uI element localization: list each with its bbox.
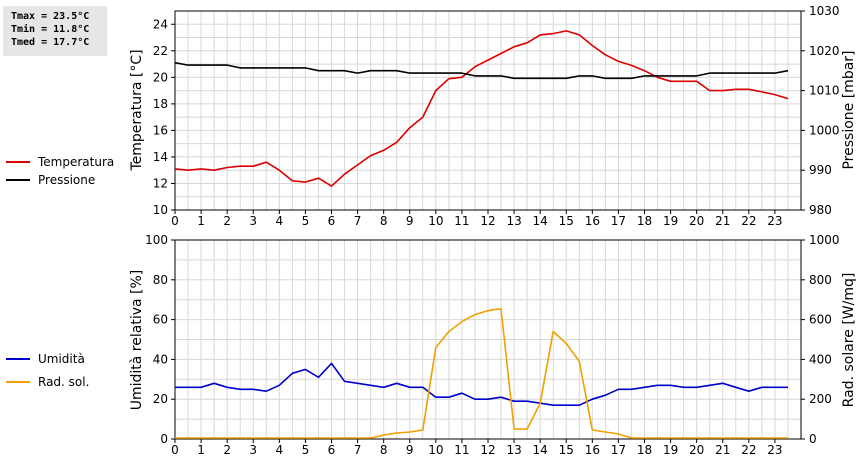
bottom-x-tick-label: 1 (197, 443, 205, 457)
bottom-x-tick-label: 23 (767, 443, 782, 457)
bottom-x-tick-label: 16 (585, 443, 600, 457)
top-x-tick-label: 18 (637, 214, 652, 228)
top-x-tick-label: 4 (276, 214, 284, 228)
bottom-y2-tick-label: 800 (809, 273, 832, 287)
bottom-x-tick-label: 19 (663, 443, 678, 457)
top-x-tick-label: 7 (354, 214, 362, 228)
tmed-label: Tmed = 17.7°C (11, 37, 90, 48)
top-y2-tick-label: 1030 (809, 4, 840, 18)
bottom-y-tick-label: 100 (145, 233, 168, 247)
top-x-tick-label: 8 (380, 214, 388, 228)
top-x-tick-label: 21 (715, 214, 730, 228)
bottom-y2-tick-label: 200 (809, 392, 832, 406)
bottom-x-tick-label: 13 (506, 443, 521, 457)
top-y-tick-label: 24 (153, 17, 168, 31)
bottom-x-tick-label: 15 (559, 443, 574, 457)
tmin-label: Tmin = 11.8°C (11, 24, 90, 35)
top-x-tick-label: 16 (585, 214, 600, 228)
top-y-axis-label: Temperatura [°C] (129, 49, 145, 171)
top-y-tick-label: 20 (153, 70, 168, 84)
bottom-x-tick-label: 4 (276, 443, 284, 457)
bottom-legend-label-0: Umidità (38, 352, 85, 366)
top-y2-tick-label: 1020 (809, 44, 840, 58)
top-y2-tick-label: 1010 (809, 84, 840, 98)
top-y2-axis-label: Pressione [mbar] (841, 50, 857, 169)
bottom-x-tick-label: 21 (715, 443, 730, 457)
top-x-tick-label: 10 (428, 214, 443, 228)
bottom-y2-tick-label: 1000 (809, 233, 840, 247)
top-y-tick-label: 10 (153, 203, 168, 217)
bottom-x-tick-label: 7 (354, 443, 362, 457)
top-x-tick-label: 22 (741, 214, 756, 228)
top-series-line-0 (174, 30, 789, 187)
bottom-y2-tick-label: 0 (809, 432, 817, 446)
bottom-y-tick-label: 60 (153, 313, 168, 327)
bottom-y-tick-label: 0 (160, 432, 168, 446)
top-x-tick-label: 13 (506, 214, 521, 228)
top-y2-tick-label: 980 (809, 203, 832, 217)
top-x-tick-label: 1 (197, 214, 205, 228)
top-y-tick-label: 14 (153, 150, 168, 164)
bottom-x-tick-label: 10 (428, 443, 443, 457)
top-x-tick-label: 3 (249, 214, 257, 228)
top-y-tick-label: 16 (153, 123, 168, 137)
bottom-x-tick-label: 12 (480, 443, 495, 457)
bottom-x-tick-label: 11 (454, 443, 469, 457)
bottom-x-tick-label: 3 (249, 443, 257, 457)
top-x-tick-label: 0 (171, 214, 179, 228)
bottom-y-tick-label: 20 (153, 392, 168, 406)
bottom-legend-label-1: Rad. sol. (38, 375, 89, 389)
bottom-series-line-1 (175, 307, 788, 439)
bottom-x-tick-label: 9 (406, 443, 414, 457)
bottom-x-tick-label: 6 (328, 443, 336, 457)
bottom-series-line-0 (175, 362, 788, 407)
top-x-tick-label: 11 (454, 214, 469, 228)
top-x-tick-label: 2 (223, 214, 231, 228)
bottom-y-axis-label: Umidità relativa [%] (129, 270, 145, 411)
bottom-x-tick-label: 5 (302, 443, 310, 457)
top-x-tick-label: 17 (611, 214, 626, 228)
bottom-y-tick-label: 40 (153, 352, 168, 366)
bottom-x-tick-label: 14 (533, 443, 548, 457)
bottom-x-tick-label: 2 (223, 443, 231, 457)
stats-box: Tmax = 23.5°C Tmin = 11.8°C Tmed = 17.7°… (3, 6, 107, 56)
top-y2-tick-label: 990 (809, 163, 832, 177)
bottom-x-tick-label: 8 (380, 443, 388, 457)
top-x-tick-label: 23 (767, 214, 782, 228)
top-x-tick-label: 15 (559, 214, 574, 228)
bottom-x-tick-label: 22 (741, 443, 756, 457)
bottom-y2-tick-label: 400 (809, 352, 832, 366)
bottom-y2-tick-label: 600 (809, 313, 832, 327)
bottom-x-tick-label: 20 (689, 443, 704, 457)
top-y-tick-label: 22 (153, 44, 168, 58)
bottom-y2-axis-label: Rad. solare [W/mq] (841, 273, 857, 408)
top-legend-label-0: Temperatura (37, 155, 114, 169)
tmax-label: Tmax = 23.5°C (11, 11, 90, 22)
top-y2-tick-label: 1000 (809, 123, 840, 137)
top-x-tick-label: 5 (302, 214, 310, 228)
top-y-tick-label: 12 (153, 176, 168, 190)
top-x-tick-label: 14 (533, 214, 548, 228)
bottom-x-tick-label: 0 (171, 443, 179, 457)
top-legend-label-1: Pressione (38, 173, 95, 187)
top-x-tick-label: 20 (689, 214, 704, 228)
bottom-y-tick-label: 80 (153, 273, 168, 287)
top-y-tick-label: 18 (153, 97, 168, 111)
top-x-tick-label: 12 (480, 214, 495, 228)
bottom-x-tick-label: 18 (637, 443, 652, 457)
top-series-line-1 (174, 61, 789, 80)
top-x-tick-label: 6 (328, 214, 336, 228)
top-x-tick-label: 19 (663, 214, 678, 228)
bottom-x-tick-label: 17 (611, 443, 626, 457)
top-x-tick-label: 9 (406, 214, 414, 228)
